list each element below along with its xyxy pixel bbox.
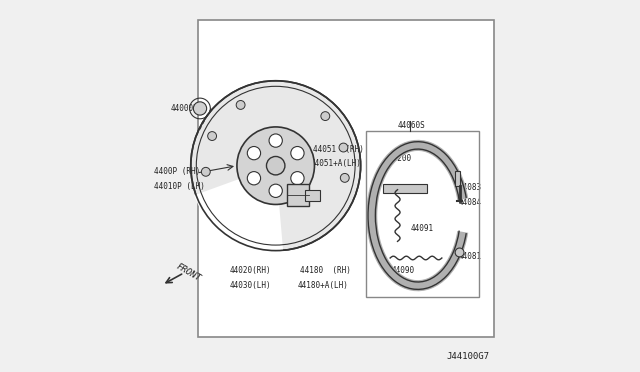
Text: J44100G7: J44100G7 <box>447 352 490 361</box>
Circle shape <box>191 81 360 251</box>
Wedge shape <box>194 166 284 253</box>
Circle shape <box>193 102 207 115</box>
Bar <box>366 131 479 297</box>
Text: 44180  (RH): 44180 (RH) <box>300 266 351 275</box>
Circle shape <box>247 171 260 185</box>
Circle shape <box>236 100 245 109</box>
Text: 44010P (LH): 44010P (LH) <box>154 182 205 190</box>
Circle shape <box>202 167 210 176</box>
Circle shape <box>339 143 348 152</box>
Circle shape <box>247 147 260 160</box>
Text: 44084: 44084 <box>458 198 481 207</box>
Bar <box>455 171 460 186</box>
Bar <box>305 190 320 201</box>
Circle shape <box>340 173 349 182</box>
Circle shape <box>321 112 330 121</box>
Text: 4400P (RH): 4400P (RH) <box>154 167 200 176</box>
Circle shape <box>455 248 464 257</box>
Circle shape <box>291 171 304 185</box>
Text: 44180+A(LH): 44180+A(LH) <box>298 281 349 290</box>
Text: 44081: 44081 <box>458 251 481 261</box>
Text: 44200: 44200 <box>388 154 412 163</box>
Circle shape <box>291 147 304 160</box>
Text: 44083: 44083 <box>458 183 481 192</box>
Circle shape <box>269 134 282 147</box>
Text: 44060S: 44060S <box>397 121 426 129</box>
Text: 44091: 44091 <box>410 224 433 233</box>
Circle shape <box>237 127 314 205</box>
Bar <box>198 20 493 337</box>
Bar <box>383 184 427 193</box>
Circle shape <box>269 184 282 198</box>
Circle shape <box>266 157 285 175</box>
Text: 44051  (RH): 44051 (RH) <box>312 145 364 154</box>
Circle shape <box>208 132 216 141</box>
Bar <box>287 184 309 206</box>
Text: 44020(RH): 44020(RH) <box>230 266 271 275</box>
Text: 44030(LH): 44030(LH) <box>230 281 271 290</box>
Text: 44090: 44090 <box>392 266 415 275</box>
Text: FRONT: FRONT <box>174 262 202 283</box>
Text: 44000B: 44000B <box>170 104 198 113</box>
Text: 44051+A(LH): 44051+A(LH) <box>311 159 362 169</box>
